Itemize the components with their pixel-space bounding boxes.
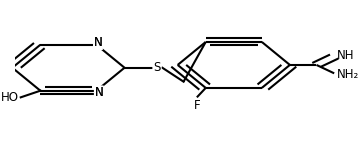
Text: N: N xyxy=(94,36,102,49)
Text: N: N xyxy=(94,86,103,99)
Text: S: S xyxy=(153,61,161,74)
Text: F: F xyxy=(194,99,200,112)
Text: N: N xyxy=(94,36,102,49)
Text: N: N xyxy=(94,86,103,99)
Text: N: N xyxy=(94,86,103,99)
Text: N: N xyxy=(94,36,102,49)
Text: HO: HO xyxy=(1,91,19,104)
Text: NH: NH xyxy=(337,49,354,62)
Text: NH₂: NH₂ xyxy=(337,68,359,81)
